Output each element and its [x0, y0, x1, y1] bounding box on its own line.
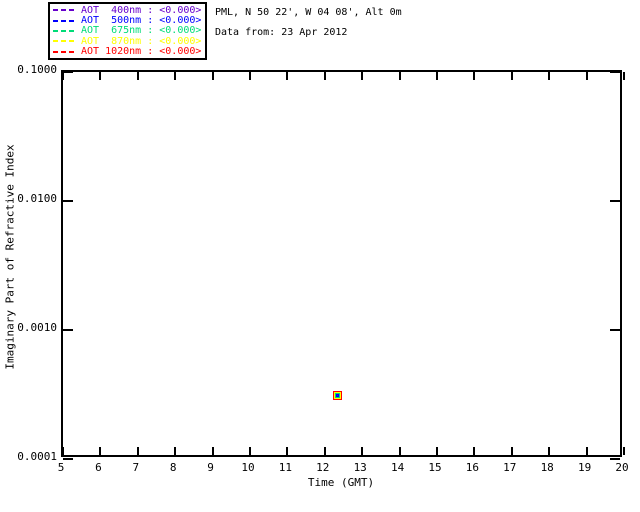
data-marker [333, 390, 343, 400]
x-tick-label: 12 [316, 461, 330, 474]
y-tick [63, 329, 73, 331]
station-info: PML, N 50 22', W 04 08', Alt 0m [215, 7, 402, 18]
y-axis-label: Imaginary Part of Refractive Index [3, 144, 17, 370]
y-tick [610, 200, 620, 202]
y-tick-label: 0.1000 [17, 63, 57, 76]
x-tick [398, 447, 401, 455]
legend-box: AOT 400nm : <0.000> AOT 500nm : <0.000> AO… [48, 2, 207, 60]
x-tick [548, 72, 551, 80]
y-tick-label: 0.0010 [17, 321, 57, 334]
x-tick-label: 13 [353, 461, 367, 474]
x-tick [99, 447, 102, 455]
x-tick [136, 72, 139, 80]
legend-dash-line [53, 9, 76, 12]
x-tick-label: 20 [615, 461, 629, 474]
x-tick-label: 14 [390, 461, 405, 474]
legend-label: AOT 675nm : <0.000> [81, 25, 202, 37]
x-tick [623, 447, 625, 455]
x-tick-label: 19 [577, 461, 592, 474]
x-tick-label: 11 [278, 461, 293, 474]
x-tick [286, 72, 289, 80]
data-marker [334, 391, 342, 399]
legend-item: AOT 675nm : <0.000> [53, 25, 202, 37]
x-tick-label: 5 [57, 461, 65, 474]
y-tick [63, 200, 73, 202]
legend-label: AOT 1020nm : <0.000> [81, 46, 202, 58]
x-tick [249, 447, 251, 455]
legend-item: AOT 400nm : <0.000> [53, 4, 202, 16]
x-tick [473, 72, 476, 80]
x-tick [510, 447, 513, 455]
y-tick [610, 329, 620, 331]
x-tick [286, 447, 289, 455]
data-date: Data from: 23 Apr 2012 [215, 27, 348, 38]
legend-label: AOT 500nm : <0.000> [81, 15, 202, 27]
x-tick [473, 447, 476, 455]
x-tick-label: 7 [132, 461, 140, 474]
data-marker [337, 394, 339, 396]
x-tick [585, 447, 588, 455]
legend-label: AOT 870nm : <0.000> [81, 35, 202, 47]
data-marker [335, 392, 341, 398]
y-tick [610, 458, 620, 460]
legend-item: AOT 1020nm : <0.000> [53, 46, 202, 58]
x-tick-label: 18 [540, 461, 554, 474]
legend-dash-line [53, 40, 76, 43]
x-tick-label: 15 [428, 461, 442, 474]
legend-item: AOT 500nm : <0.000> [53, 15, 202, 27]
x-tick [99, 72, 102, 80]
legend-item: AOT 870nm : <0.000> [53, 35, 202, 47]
x-tick [211, 72, 214, 80]
legend-label: AOT 400nm : <0.000> [81, 4, 202, 16]
y-tick-label: 0.0100 [17, 192, 57, 205]
x-tick-label: 16 [465, 461, 480, 474]
x-tick [436, 72, 438, 80]
x-tick [436, 447, 438, 455]
y-tick [63, 458, 73, 460]
x-tick [136, 447, 139, 455]
x-tick [174, 72, 177, 80]
y-tick [610, 71, 620, 73]
x-tick [510, 72, 513, 80]
y-tick [63, 71, 73, 73]
data-marker [336, 393, 340, 397]
x-tick [623, 72, 625, 80]
x-tick [249, 72, 251, 80]
legend-dash-line [53, 50, 76, 53]
x-tick [62, 447, 64, 455]
x-tick [174, 447, 177, 455]
x-axis-label: Time (GMT) [307, 476, 375, 489]
y-tick-label: 0.0001 [17, 450, 57, 463]
x-tick [361, 447, 364, 455]
x-tick [398, 72, 401, 80]
x-tick [211, 447, 214, 455]
x-tick-label: 6 [95, 461, 102, 474]
x-tick [62, 72, 64, 80]
x-tick-label: 10 [241, 461, 255, 474]
x-tick [585, 72, 588, 80]
x-tick [323, 447, 326, 455]
x-tick-label: 8 [169, 461, 177, 474]
legend-dash-line [53, 29, 76, 32]
x-tick-label: 9 [207, 461, 214, 474]
x-tick [548, 447, 551, 455]
x-tick-label: 17 [503, 461, 517, 474]
legend-dash-line [53, 19, 76, 22]
x-tick [361, 72, 364, 80]
x-tick [323, 72, 326, 80]
